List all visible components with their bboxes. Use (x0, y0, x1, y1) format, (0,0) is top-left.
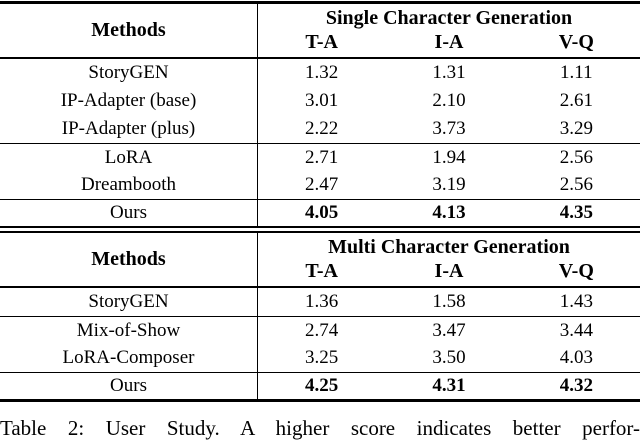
value-cell: 4.35 (559, 202, 593, 223)
value-cell: 4.03 (559, 347, 593, 368)
table-row: StoryGEN 1.32 1.31 1.11 (0, 59, 640, 87)
method-cell: Ours (0, 200, 258, 226)
value-cell: 4.32 (559, 375, 593, 396)
method-cell: Mix-of-Show (0, 317, 258, 344)
header-right-section: Single Character Generation T-A I-A V-Q (258, 4, 640, 57)
group-header: Single Character Generation (325, 7, 573, 29)
value-cell: 1.36 (305, 291, 339, 312)
table-caption: Table 2: User Study. A higher score indi… (0, 416, 640, 440)
value-cell: 2.71 (305, 147, 339, 168)
column-headers: T-A I-A V-Q (258, 30, 640, 57)
table-row-ours: Ours 4.25 4.31 4.32 (0, 372, 640, 399)
table-row: StoryGEN 1.36 1.58 1.43 (0, 288, 640, 316)
methods-header: Methods (0, 233, 258, 286)
multi-character-table: Methods Multi Character Generation T-A I… (0, 231, 640, 402)
method-cell: Ours (0, 373, 258, 399)
column-header-ta: T-A (305, 31, 338, 53)
value-cell: 3.01 (305, 90, 339, 111)
value-cell: 3.25 (305, 347, 339, 368)
value-cell: 1.94 (432, 147, 466, 168)
value-cell: 3.44 (559, 320, 593, 341)
value-cell: 2.47 (305, 174, 339, 195)
value-cell: 4.31 (432, 375, 466, 396)
table-header: Methods Single Character Generation T-A … (0, 4, 640, 59)
column-header-ta: T-A (305, 260, 338, 282)
value-cell: 2.56 (559, 174, 593, 195)
value-cell: 1.31 (432, 62, 466, 83)
group-header: Multi Character Generation (328, 236, 570, 258)
table-row: Dreambooth 2.47 3.19 2.56 (0, 171, 640, 199)
method-cell: IP-Adapter (base) (0, 87, 258, 115)
table-row-ours: Ours 4.05 4.13 4.35 (0, 199, 640, 226)
method-cell: LoRA-Composer (0, 344, 258, 372)
value-cell: 3.50 (432, 347, 466, 368)
value-cell: 4.13 (432, 202, 466, 223)
value-cell: 1.32 (305, 62, 339, 83)
table-row: LoRA-Composer 3.25 3.50 4.03 (0, 344, 640, 372)
value-cell: 3.19 (432, 174, 466, 195)
method-cell: IP-Adapter (plus) (0, 115, 258, 143)
table-body: StoryGEN 1.32 1.31 1.11 IP-Adapter (base… (0, 59, 640, 226)
method-cell: StoryGEN (0, 59, 258, 87)
value-cell: 1.11 (560, 62, 593, 83)
table-row: IP-Adapter (plus) 2.22 3.73 3.29 (0, 115, 640, 143)
header-right-section: Multi Character Generation T-A I-A V-Q (258, 233, 640, 286)
column-header-vq: V-Q (558, 260, 594, 282)
value-cell: 3.73 (432, 118, 466, 139)
table-row: IP-Adapter (base) 3.01 2.10 2.61 (0, 87, 640, 115)
value-cell: 2.22 (305, 118, 339, 139)
value-cell: 2.10 (432, 90, 466, 111)
column-headers: T-A I-A V-Q (258, 259, 640, 286)
value-cell: 2.74 (305, 320, 339, 341)
table-row: LoRA 2.71 1.94 2.56 (0, 143, 640, 171)
value-cell: 4.05 (305, 202, 339, 223)
value-cell: 2.56 (559, 147, 593, 168)
column-header-ia: I-A (434, 260, 464, 282)
value-cell: 1.58 (432, 291, 466, 312)
value-cell: 1.43 (559, 291, 593, 312)
column-header-vq: V-Q (558, 31, 594, 53)
method-cell: StoryGEN (0, 288, 258, 316)
table-row: Mix-of-Show 2.74 3.47 3.44 (0, 316, 640, 344)
value-cell: 2.61 (559, 90, 593, 111)
method-cell: LoRA (0, 144, 258, 171)
column-header-ia: I-A (434, 31, 464, 53)
method-cell: Dreambooth (0, 171, 258, 199)
table-body: StoryGEN 1.36 1.58 1.43 Mix-of-Show 2.74… (0, 288, 640, 399)
value-cell: 3.29 (559, 118, 593, 139)
methods-header: Methods (0, 4, 258, 57)
single-character-table: Methods Single Character Generation T-A … (0, 1, 640, 228)
table-header: Methods Multi Character Generation T-A I… (0, 233, 640, 288)
value-cell: 3.47 (432, 320, 466, 341)
value-cell: 4.25 (305, 375, 339, 396)
